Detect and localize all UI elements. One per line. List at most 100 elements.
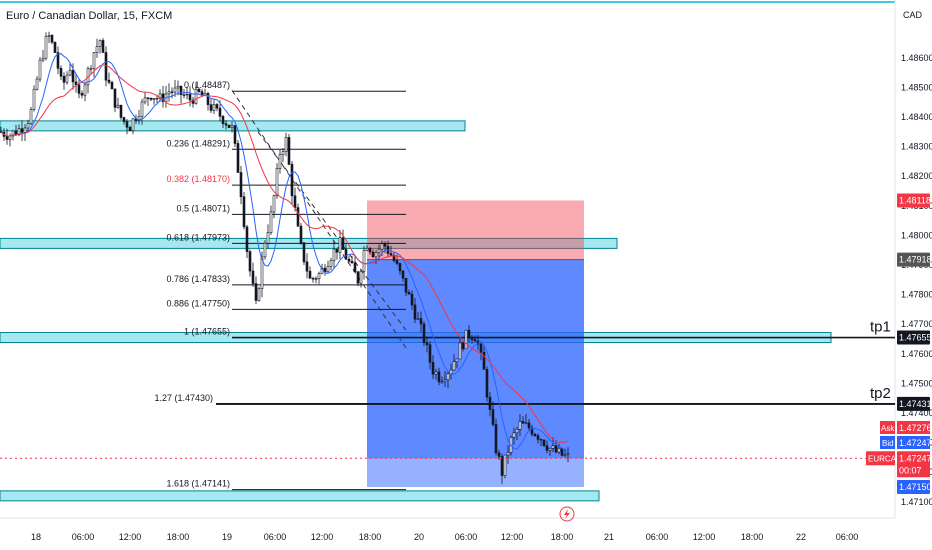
bid-value: 1.47247	[899, 438, 932, 448]
candle-body	[554, 445, 558, 453]
candle-body	[119, 104, 123, 118]
candle-body	[284, 137, 288, 152]
candle-body	[458, 342, 462, 360]
candle-body	[14, 130, 18, 136]
candle-body	[497, 452, 501, 457]
time-tick-label: 19	[222, 532, 232, 542]
price-tick-label: 1.48500	[901, 82, 932, 92]
candle-body	[500, 456, 504, 476]
candle-body	[428, 344, 432, 363]
candle-body	[263, 242, 267, 258]
candle-body	[314, 278, 318, 280]
candle-body	[77, 84, 81, 94]
candle-body	[542, 439, 546, 447]
fib-level-label: 1.618 (1.47141)	[166, 479, 230, 489]
price-badge	[897, 252, 930, 267]
candle-body	[467, 329, 471, 338]
time-tick-label: 18:00	[741, 532, 764, 542]
candle-body	[329, 260, 333, 267]
candle-body	[503, 454, 507, 476]
candle-body	[38, 59, 42, 80]
price-badge	[897, 480, 930, 494]
candle-body	[338, 237, 342, 253]
time-tick-label: 18:00	[551, 532, 574, 542]
candle-body	[437, 371, 441, 383]
candle-body	[269, 211, 273, 233]
candle-body	[272, 195, 276, 213]
candle-body	[347, 258, 351, 262]
price-tick-label: 1.48400	[901, 112, 932, 122]
candle-body	[491, 409, 495, 425]
time-tick-label: 18:00	[167, 532, 190, 542]
candle-body	[464, 329, 468, 350]
candle-body	[527, 422, 531, 429]
price-badge-label: 1.47431	[899, 399, 932, 409]
candle-body	[233, 125, 237, 144]
candle-body	[206, 93, 210, 105]
candle-body	[479, 343, 483, 353]
candle-body	[311, 277, 315, 280]
candle-body	[302, 242, 306, 263]
candle-body	[521, 421, 525, 424]
candle-body	[563, 454, 567, 456]
candle-body	[173, 87, 177, 93]
candle-body	[248, 251, 252, 272]
candle-body	[26, 123, 30, 129]
candle-body	[494, 424, 498, 454]
ask-value: 1.47276	[899, 423, 932, 433]
candle-body	[158, 93, 162, 99]
candle-body	[389, 253, 393, 256]
candle-body	[419, 318, 423, 325]
candle-body	[335, 248, 339, 253]
candle-body	[254, 283, 258, 301]
candle-body	[365, 247, 369, 251]
candle-body	[446, 373, 450, 380]
candle-body	[101, 40, 105, 53]
candle-body	[401, 270, 405, 279]
candle-body	[377, 248, 381, 253]
candle-body	[410, 293, 414, 306]
fib-level-label: 0.786 (1.47833)	[166, 274, 230, 284]
candle-body	[323, 267, 327, 272]
candle-body	[137, 116, 141, 121]
take-profit-zone	[367, 259, 584, 487]
candle-body	[74, 81, 78, 86]
candle-body	[341, 237, 345, 250]
candle-body	[524, 422, 528, 424]
time-tick-label: 18:00	[359, 532, 382, 542]
price-tick-label: 1.48000	[901, 230, 932, 240]
fib-level-label: 1.27 (1.47430)	[154, 393, 213, 403]
target-label: tp1	[870, 319, 891, 336]
candle-body	[434, 371, 438, 375]
price-tick-label: 1.48200	[901, 171, 932, 181]
candle-body	[152, 97, 156, 100]
candle-body	[308, 270, 312, 279]
fib-level-label: 0.618 (1.47973)	[166, 232, 230, 242]
bid-tag	[880, 436, 895, 449]
candle-body	[530, 427, 534, 435]
candle-body	[95, 46, 99, 53]
candle-body	[551, 445, 555, 449]
candle-body	[29, 109, 33, 124]
price-badge-label: 1.47150	[899, 482, 932, 492]
candle-body	[461, 342, 465, 350]
candle-body	[368, 247, 372, 253]
candle-body	[11, 130, 15, 137]
time-tick-label: 20	[414, 532, 424, 542]
candle-body	[443, 379, 447, 382]
candle-body	[41, 57, 45, 61]
fib-level-label: 0.382 (1.48170)	[166, 174, 230, 184]
candle-body	[392, 254, 396, 261]
candle-body	[287, 137, 291, 165]
ask-label: Ask	[881, 424, 895, 433]
candle-body	[545, 445, 549, 451]
candle-body	[20, 128, 24, 133]
candle-body	[131, 118, 135, 132]
candle-body	[23, 127, 27, 133]
candle-body	[35, 78, 39, 90]
lightning-icon-ring	[559, 506, 575, 522]
candle-body	[533, 433, 537, 436]
candle-body	[332, 248, 336, 261]
candle-body	[179, 85, 183, 96]
